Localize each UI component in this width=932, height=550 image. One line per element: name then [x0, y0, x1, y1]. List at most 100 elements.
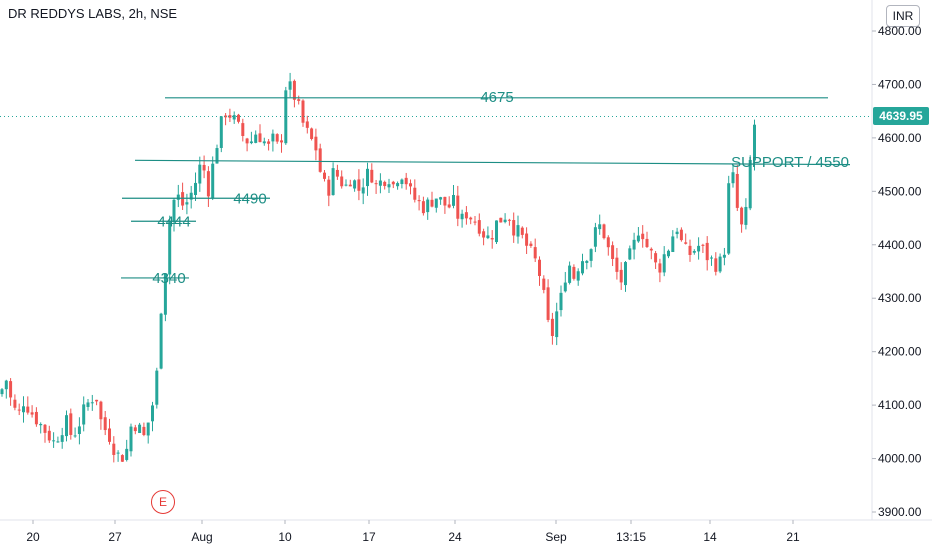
- last-price-label: 4639.95: [873, 107, 929, 125]
- candle-body: [224, 115, 228, 118]
- candle-body: [301, 100, 305, 123]
- candle-body: [22, 406, 25, 413]
- level-label: 4675: [480, 89, 513, 106]
- candle-body: [228, 115, 232, 118]
- candle-body: [378, 180, 382, 186]
- candle-body: [151, 405, 154, 422]
- candle-body: [684, 242, 688, 244]
- candle-body: [658, 263, 662, 273]
- candle-body: [697, 245, 701, 252]
- candle-body: [606, 237, 610, 248]
- candle-body: [73, 435, 77, 437]
- y-tick-label: 4700.00: [878, 77, 922, 91]
- candle-body: [430, 199, 434, 207]
- candle-body: [103, 417, 107, 431]
- y-tick-label: 4300.00: [878, 291, 922, 305]
- candle-body: [310, 128, 314, 139]
- candle-body: [563, 282, 567, 292]
- x-tick-label: 13:15: [616, 530, 646, 544]
- y-tick-label: 4200.00: [878, 345, 922, 359]
- candle-body: [413, 187, 417, 200]
- candle-body: [335, 169, 339, 177]
- candle-body: [662, 254, 666, 273]
- candle-body: [503, 219, 507, 223]
- candle-body: [731, 172, 735, 184]
- candle-body: [400, 179, 404, 184]
- currency-button[interactable]: INR: [886, 5, 920, 27]
- candle-body: [409, 183, 412, 187]
- candle-body: [129, 426, 133, 452]
- candle-body: [589, 249, 593, 261]
- candle-body: [86, 402, 90, 407]
- candle-body: [245, 138, 249, 144]
- candle-body: [361, 187, 365, 194]
- candle-body: [284, 90, 288, 144]
- candle-body: [77, 426, 81, 435]
- candle-body: [426, 199, 430, 213]
- candle-body: [598, 224, 602, 230]
- candle-body: [215, 148, 219, 164]
- candle-body: [469, 217, 473, 220]
- candle-body: [744, 206, 748, 225]
- candle-body: [34, 411, 38, 425]
- candle-body: [649, 248, 653, 251]
- candle-body: [512, 220, 516, 236]
- candle-body: [90, 402, 94, 404]
- candle-body: [396, 183, 400, 187]
- candle-body: [47, 430, 51, 441]
- candle-body: [675, 231, 679, 235]
- candle-body: [116, 452, 120, 454]
- candle-body: [705, 242, 709, 261]
- candle-body: [735, 173, 739, 208]
- level-label: 4444: [157, 213, 190, 230]
- y-tick-label: 4800.00: [878, 24, 922, 38]
- candle-body: [516, 225, 520, 237]
- candle-body: [327, 179, 331, 196]
- candle-body: [52, 440, 56, 442]
- candle-body: [632, 239, 636, 250]
- candle-body: [391, 181, 395, 185]
- candle-body: [168, 221, 172, 275]
- candle-body: [538, 259, 541, 276]
- candle-body: [473, 221, 477, 223]
- candle-body: [692, 250, 696, 253]
- candle-body: [108, 428, 111, 442]
- x-tick-label: 27: [108, 530, 122, 544]
- candle-body: [611, 245, 615, 259]
- candle-body: [443, 196, 447, 206]
- candle-body: [262, 141, 266, 144]
- y-tick-label: 4600.00: [878, 131, 922, 145]
- candle-body: [241, 123, 245, 136]
- x-tick-label: Aug: [191, 530, 212, 544]
- candle-body: [185, 202, 189, 205]
- earnings-event-icon[interactable]: E: [151, 490, 175, 514]
- candle-body: [56, 441, 60, 443]
- candle-body: [520, 227, 524, 235]
- candle-body: [688, 245, 692, 255]
- candle-body: [26, 406, 30, 413]
- candle-body: [417, 200, 421, 202]
- candle-body: [39, 423, 43, 426]
- level-label: 4490: [233, 190, 266, 207]
- candle-body: [546, 287, 550, 320]
- candle-body: [275, 134, 279, 142]
- y-tick-label: 4000.00: [878, 452, 922, 466]
- candle-body: [258, 133, 262, 143]
- candle-body: [671, 236, 675, 252]
- candle-body: [593, 227, 597, 247]
- candle-body: [714, 258, 718, 272]
- candle-body: [249, 141, 253, 144]
- candle-body: [679, 229, 683, 241]
- candle-body: [305, 121, 309, 128]
- candle-body: [159, 313, 163, 369]
- candle-body: [456, 195, 460, 219]
- candle-body: [13, 399, 17, 408]
- candle-body: [404, 177, 408, 185]
- candle-body: [525, 233, 529, 246]
- candle-body: [383, 181, 387, 187]
- y-tick-label: 4400.00: [878, 238, 922, 252]
- candle-body: [254, 134, 258, 143]
- candle-body: [198, 164, 202, 184]
- candle-body: [9, 381, 13, 398]
